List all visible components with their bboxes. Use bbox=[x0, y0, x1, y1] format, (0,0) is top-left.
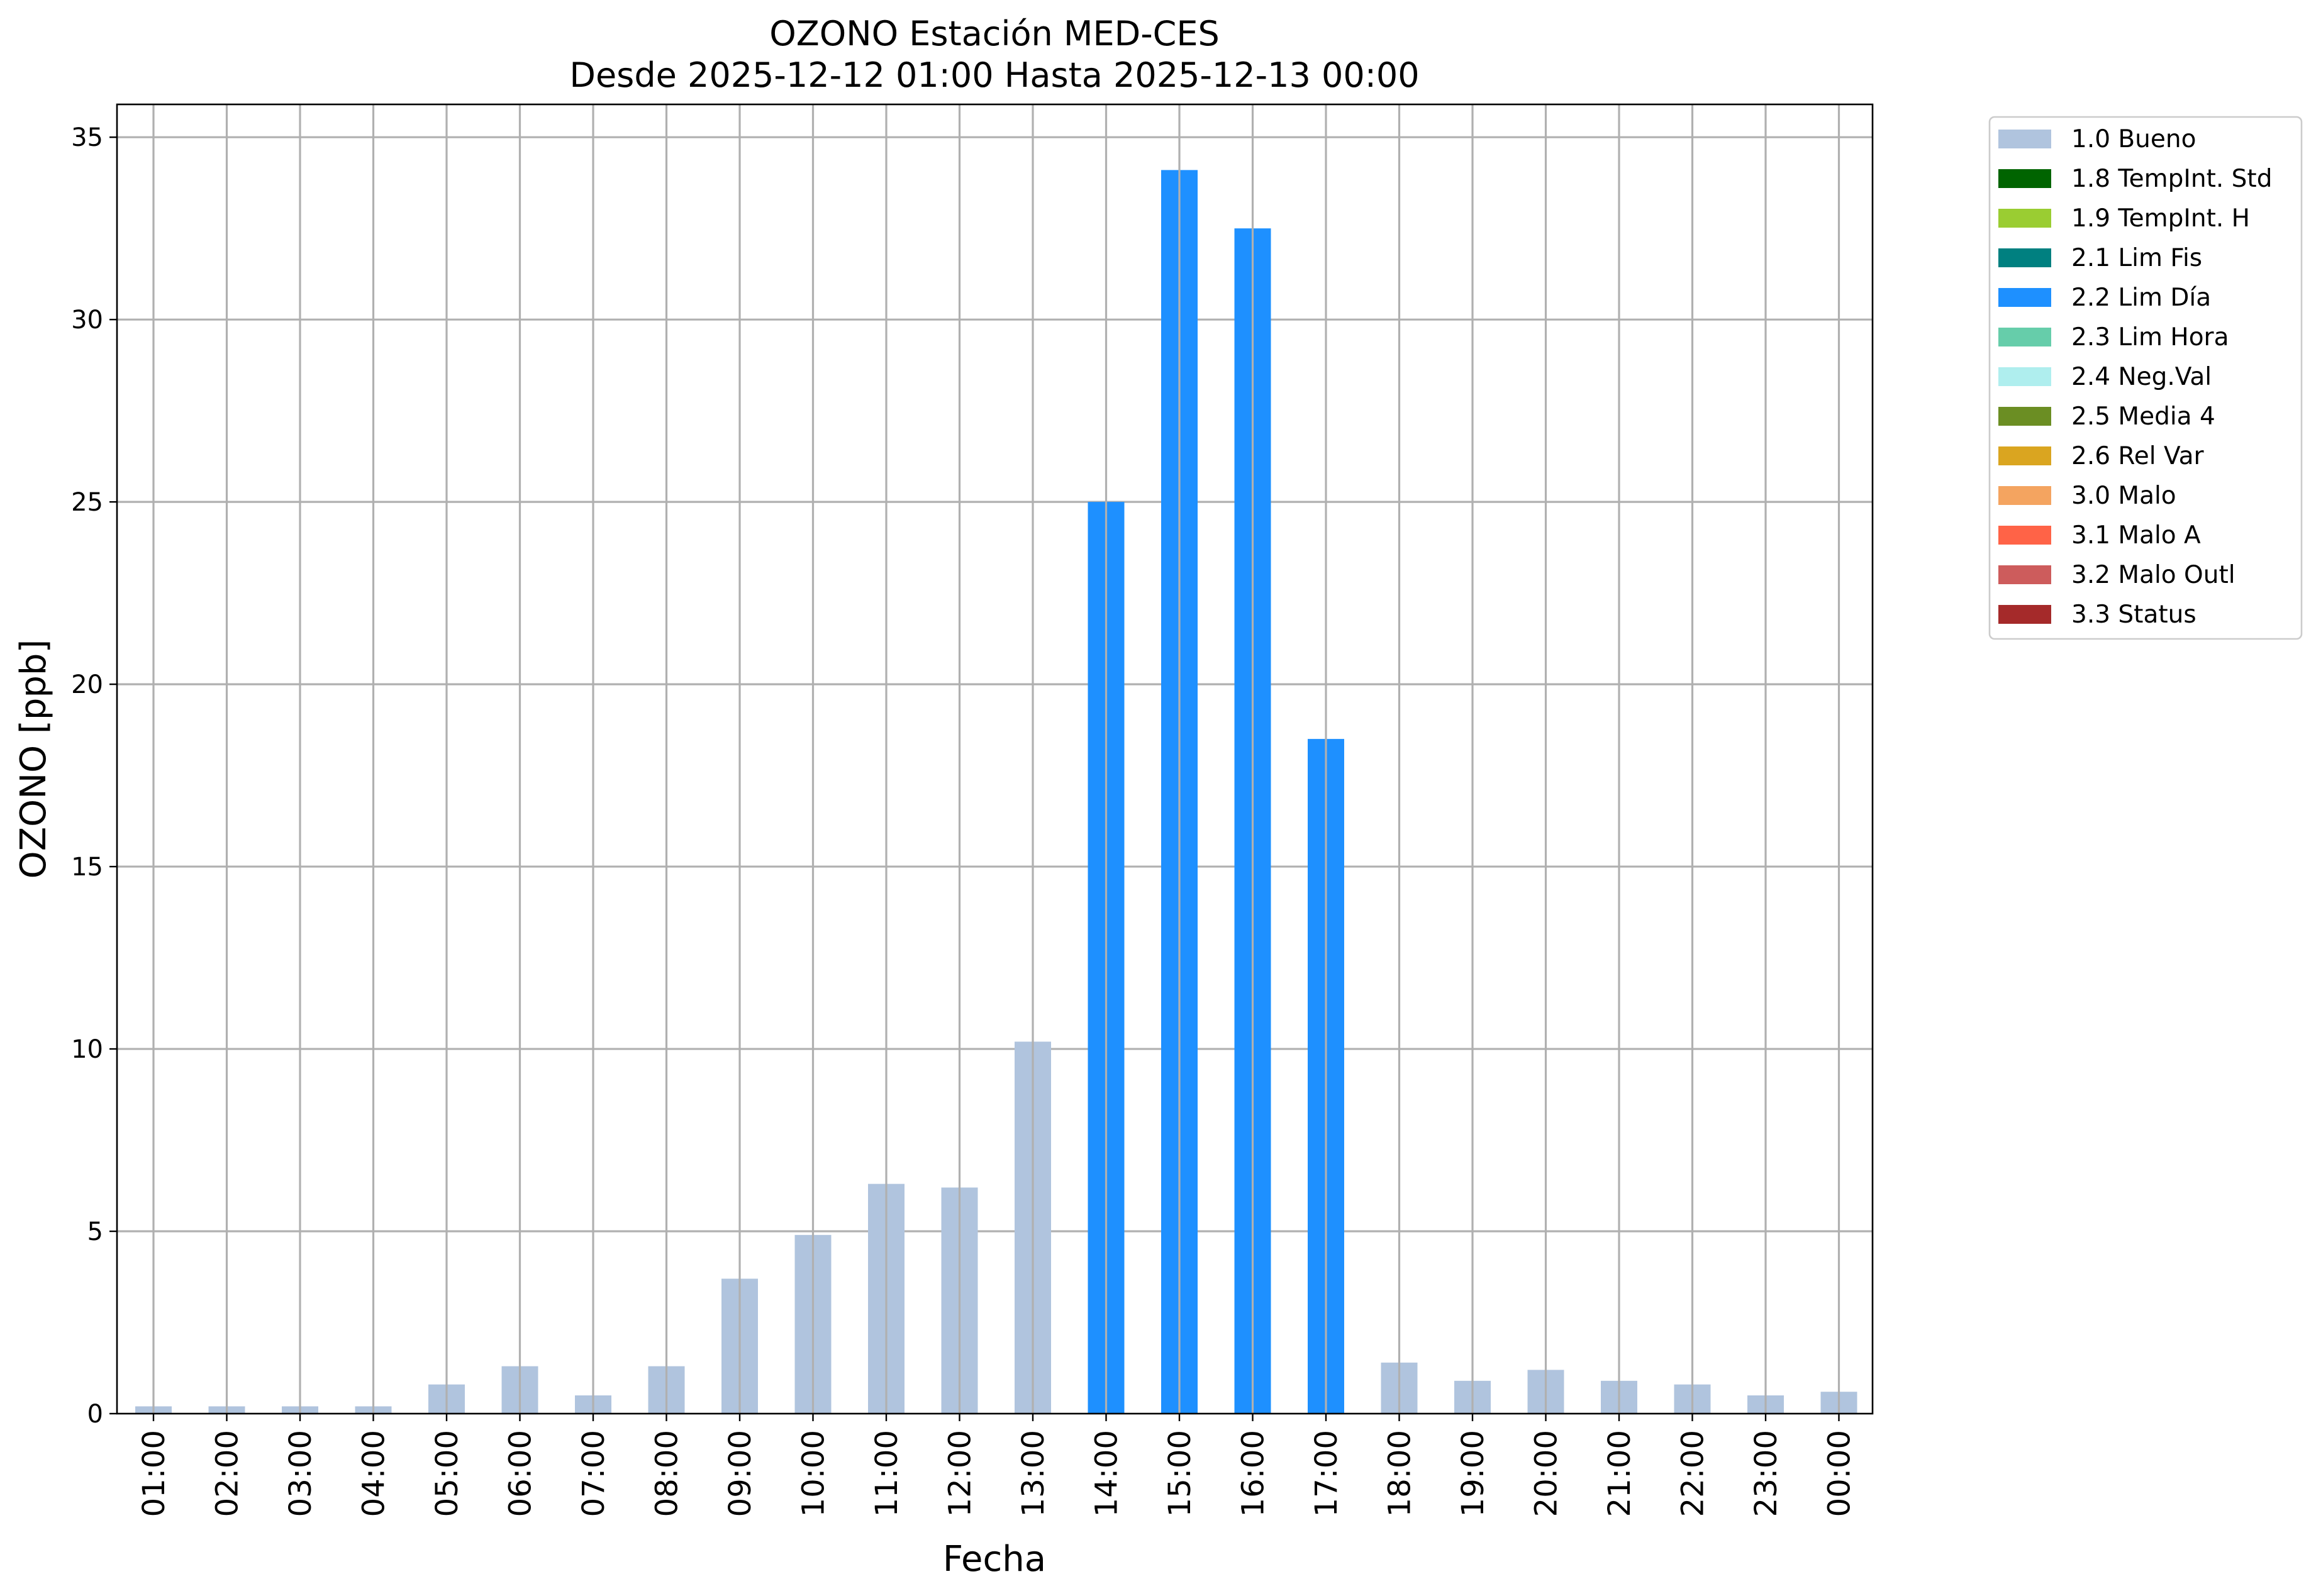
legend-swatch bbox=[1998, 486, 2051, 505]
x-tick-label: 06:00 bbox=[503, 1430, 538, 1517]
x-tick-label: 01:00 bbox=[136, 1430, 172, 1517]
y-tick-label: 25 bbox=[71, 488, 103, 517]
x-tick-label: 13:00 bbox=[1016, 1430, 1051, 1517]
legend-swatch bbox=[1998, 526, 2051, 545]
x-tick-label: 00:00 bbox=[1822, 1430, 1857, 1517]
legend-label: 3.2 Malo Outl bbox=[2071, 561, 2235, 589]
legend-label: 2.5 Media 4 bbox=[2071, 402, 2215, 431]
chart-subtitle: Desde 2025-12-12 01:00 Hasta 2025-12-13 … bbox=[569, 55, 1419, 95]
y-tick-label: 30 bbox=[71, 306, 103, 335]
legend-label: 1.0 Bueno bbox=[2071, 125, 2196, 153]
legend-swatch bbox=[1998, 605, 2051, 624]
legend-box bbox=[1988, 116, 2303, 640]
x-tick-label: 18:00 bbox=[1383, 1430, 1418, 1517]
legend-swatch bbox=[1998, 328, 2051, 346]
y-tick-label: 5 bbox=[87, 1217, 103, 1246]
legend-label: 1.8 TempInt. Std bbox=[2071, 165, 2272, 193]
x-tick-label: 20:00 bbox=[1529, 1430, 1564, 1517]
legend-label: 3.1 Malo A bbox=[2071, 521, 2201, 550]
x-axis: 01:00 02:00 03:00 04:00 05:00 06:00 07:00 08:00… bbox=[136, 1414, 1857, 1517]
y-tick-label: 0 bbox=[87, 1400, 103, 1429]
legend-label: 2.1 Lim Fis bbox=[2071, 244, 2202, 272]
legend-swatch bbox=[1998, 130, 2051, 148]
x-tick-label: 16:00 bbox=[1236, 1430, 1271, 1517]
legend-swatch bbox=[1998, 288, 2051, 307]
x-tick-label: 14:00 bbox=[1089, 1430, 1125, 1517]
legend: 1.0 Bueno 1.8 TempInt. Std 1.9 TempInt. H 2… bbox=[1988, 116, 2303, 640]
x-tick-label: 08:00 bbox=[650, 1430, 685, 1517]
x-tick-label: 05:00 bbox=[430, 1430, 465, 1517]
legend-swatch bbox=[1998, 169, 2051, 188]
x-tick-label: 15:00 bbox=[1162, 1430, 1198, 1517]
legend-label: 3.3 Status bbox=[2071, 601, 2196, 629]
x-tick-label: 22:00 bbox=[1676, 1430, 1711, 1517]
x-tick-label: 02:00 bbox=[210, 1430, 245, 1517]
legend-label: 3.0 Malo bbox=[2071, 482, 2176, 510]
x-tick-label: 07:00 bbox=[576, 1430, 611, 1517]
x-tick-label: 04:00 bbox=[357, 1430, 392, 1517]
legend-label: 2.2 Lim Día bbox=[2071, 284, 2211, 312]
legend-swatch bbox=[1998, 446, 2051, 465]
y-tick-label: 20 bbox=[71, 670, 103, 699]
y-axis: 0 5 10 15 20 25 30 35 bbox=[71, 123, 117, 1429]
gridfront-layer bbox=[152, 104, 1840, 1414]
x-axis-label: Fecha bbox=[943, 1539, 1046, 1580]
y-tick-label: 35 bbox=[71, 123, 103, 152]
chart-title: OZONO Estación MED-CES bbox=[769, 14, 1220, 53]
x-tick-label: 10:00 bbox=[796, 1430, 832, 1517]
legend-swatch bbox=[1998, 367, 2051, 386]
legend-label: 2.3 Lim Hora bbox=[2071, 323, 2229, 352]
x-tick-label: 17:00 bbox=[1309, 1430, 1344, 1517]
y-axis-label: OZONO [ppb] bbox=[13, 640, 54, 879]
legend-swatch bbox=[1998, 248, 2051, 267]
y-tick-label: 15 bbox=[71, 853, 103, 882]
x-tick-label: 21:00 bbox=[1602, 1430, 1637, 1517]
legend-label: 2.4 Neg.Val bbox=[2071, 363, 2212, 391]
x-tick-label: 03:00 bbox=[283, 1430, 318, 1517]
x-tick-label: 19:00 bbox=[1456, 1430, 1491, 1517]
legend-swatch bbox=[1998, 209, 2051, 228]
x-tick-label: 23:00 bbox=[1749, 1430, 1784, 1517]
legend-swatch bbox=[1998, 407, 2051, 426]
x-tick-label: 11:00 bbox=[869, 1430, 905, 1517]
legend-swatch bbox=[1998, 565, 2051, 584]
y-tick-label: 10 bbox=[71, 1035, 103, 1064]
legend-label: 1.9 TempInt. H bbox=[2071, 204, 2250, 233]
legend-label: 2.6 Rel Var bbox=[2071, 442, 2205, 470]
x-tick-label: 12:00 bbox=[943, 1430, 978, 1517]
bars-layer bbox=[135, 170, 1857, 1414]
grid-layer bbox=[117, 136, 1873, 1233]
x-tick-label: 09:00 bbox=[723, 1430, 758, 1517]
plot-frame bbox=[116, 103, 1874, 1415]
